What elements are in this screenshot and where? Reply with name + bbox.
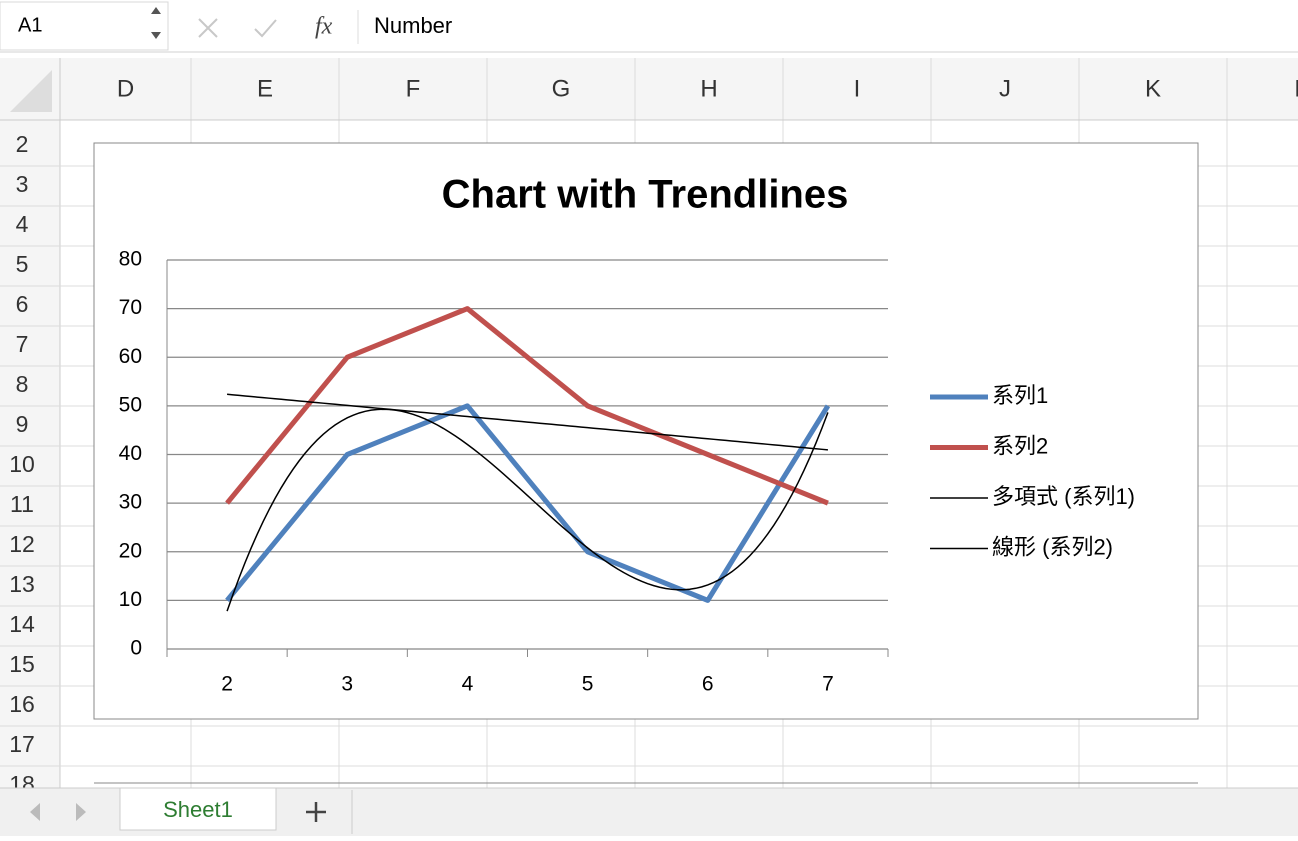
- column-header: G: [552, 75, 571, 102]
- row-header: 3: [16, 171, 29, 197]
- y-tick-label: 80: [119, 248, 142, 271]
- series-line: [225, 306, 829, 506]
- trendline: [227, 393, 828, 451]
- row-header: 4: [16, 211, 29, 237]
- column-header: F: [406, 75, 421, 102]
- y-tick-label: 30: [119, 491, 142, 514]
- row-header: 10: [9, 451, 35, 477]
- sheet-tab[interactable]: [119, 787, 277, 831]
- column-header: D: [117, 75, 134, 102]
- column-header: I: [854, 75, 861, 102]
- column-header-bar: [0, 58, 1298, 120]
- row-header: 16: [9, 691, 35, 717]
- row-header: 9: [16, 411, 29, 437]
- row-header: 13: [9, 571, 35, 597]
- legend-label: 系列2: [992, 433, 1048, 458]
- legend-label: 線形 (系列2): [992, 534, 1113, 559]
- row-header: 12: [9, 531, 35, 557]
- column-header: H: [700, 75, 717, 102]
- legend-label: 系列1: [992, 383, 1048, 408]
- cell-ref: A1: [18, 14, 42, 36]
- y-tick-label: 70: [119, 296, 142, 319]
- row-header: 8: [16, 371, 29, 397]
- row-header: 15: [9, 651, 35, 677]
- formula-text: Number: [374, 13, 452, 38]
- column-header: J: [999, 75, 1011, 102]
- x-tick-label: 3: [341, 673, 353, 696]
- y-tick-label: 10: [119, 588, 142, 611]
- column-header: L: [1294, 75, 1298, 102]
- fx-icon[interactable]: fx: [315, 14, 333, 40]
- column-header: K: [1145, 75, 1161, 102]
- series-line: [225, 403, 831, 603]
- row-header: 14: [9, 611, 35, 637]
- y-tick-label: 0: [130, 637, 142, 660]
- name-box[interactable]: [0, 1, 169, 51]
- row-header: 2: [16, 131, 29, 157]
- y-tick-label: 40: [119, 442, 142, 465]
- row-header: 7: [16, 331, 29, 357]
- row-header: 17: [9, 731, 35, 757]
- row-header: 6: [16, 291, 29, 317]
- x-tick-label: 2: [221, 673, 233, 696]
- legend-label: 多項式 (系列1): [992, 484, 1135, 509]
- x-tick-label: 5: [582, 673, 594, 696]
- y-tick-label: 60: [119, 345, 142, 368]
- trendline: [226, 408, 829, 612]
- cancel-icon[interactable]: [198, 18, 218, 38]
- y-tick-label: 50: [119, 393, 142, 416]
- select-all[interactable]: [10, 70, 52, 112]
- formula-bar: [0, 0, 1298, 52]
- x-tick-label: 7: [822, 673, 834, 696]
- sheet-tab-label[interactable]: Sheet1: [163, 797, 233, 822]
- enter-icon[interactable]: [254, 19, 277, 38]
- column-header: E: [257, 75, 273, 102]
- add-sheet[interactable]: [306, 802, 326, 822]
- x-tick-label: 6: [702, 673, 714, 696]
- row-header-bar: [0, 120, 60, 788]
- row-header: 11: [10, 491, 34, 517]
- x-tick-label: 4: [462, 673, 474, 696]
- chart-title: Chart with Trendlines: [442, 173, 849, 217]
- row-header: 5: [16, 251, 29, 277]
- y-tick-label: 20: [119, 539, 142, 562]
- spinner[interactable]: [151, 7, 161, 39]
